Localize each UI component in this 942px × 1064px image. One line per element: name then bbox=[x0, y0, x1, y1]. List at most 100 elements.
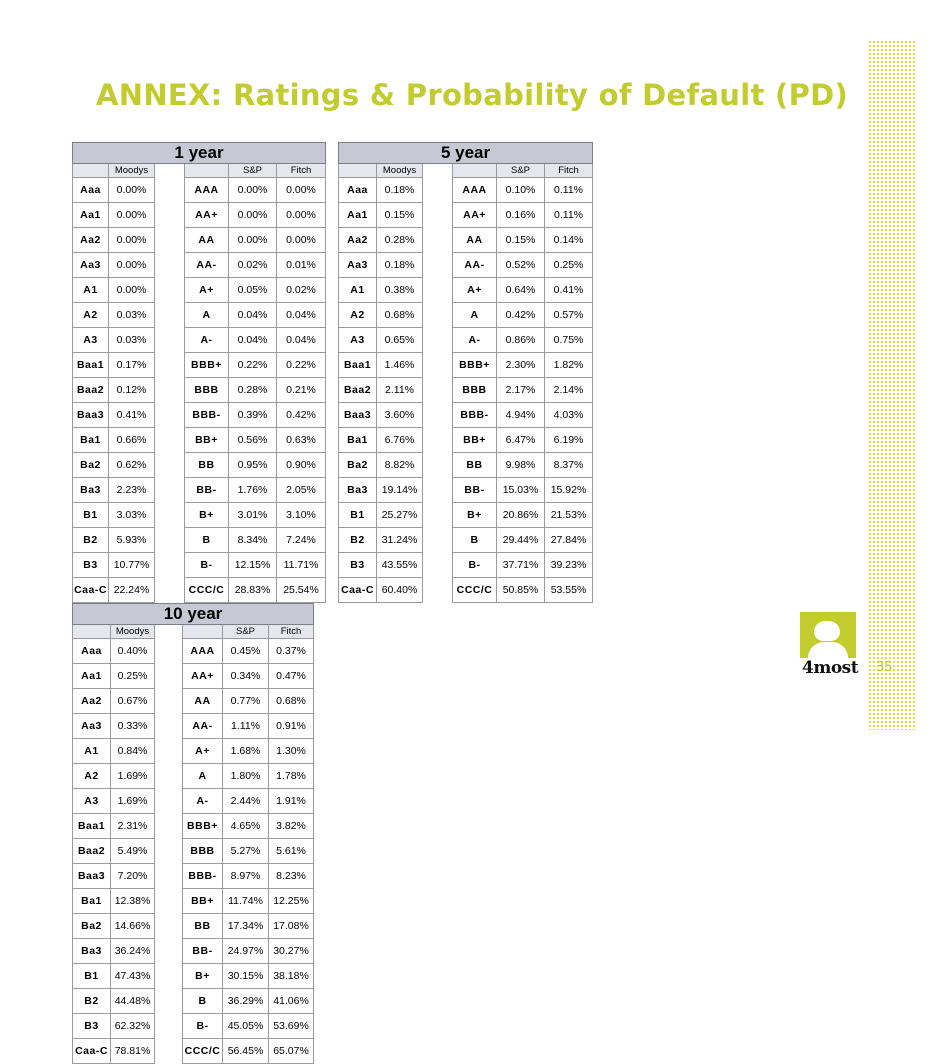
column-spacer bbox=[154, 788, 183, 814]
table-row: Baa2 2.11% BBB 2.17% 2.14% bbox=[338, 377, 594, 403]
sp-pd: 3.01% bbox=[228, 502, 277, 528]
fitch-pd: 15.92% bbox=[544, 477, 594, 503]
column-spacer bbox=[422, 302, 454, 328]
moodys-rating: Baa1 bbox=[72, 352, 109, 378]
sp-pd: 0.02% bbox=[228, 252, 277, 278]
sp-rating: B- bbox=[182, 1013, 223, 1039]
moodys-rating: B3 bbox=[338, 552, 378, 578]
fitch-pd: 0.91% bbox=[268, 713, 314, 739]
sp-rating: AAA bbox=[182, 638, 223, 664]
column-spacer bbox=[154, 638, 183, 664]
moodys-pd: 0.33% bbox=[110, 713, 155, 739]
table-row: B3 62.32% B- 45.05% 53.69% bbox=[72, 1013, 314, 1039]
moodys-pd: 22.24% bbox=[108, 577, 155, 603]
table-row: A3 1.69% A- 2.44% 1.91% bbox=[72, 788, 314, 814]
sp-rating: AA bbox=[452, 227, 498, 253]
moodys-rating: A3 bbox=[338, 327, 378, 353]
moodys-rating: Ba2 bbox=[338, 452, 378, 478]
moodys-rating: Aaa bbox=[72, 638, 111, 664]
table-row: Baa3 0.41% BBB- 0.39% 0.42% bbox=[72, 402, 327, 428]
agency-header-blank bbox=[72, 624, 111, 639]
sp-pd: 50.85% bbox=[496, 577, 546, 603]
column-spacer bbox=[422, 227, 454, 253]
column-spacer bbox=[154, 327, 185, 353]
moodys-pd: 1.69% bbox=[110, 763, 155, 789]
table-row: A2 1.69% A 1.80% 1.78% bbox=[72, 763, 314, 789]
table-row: Baa2 5.49% BBB 5.27% 5.61% bbox=[72, 838, 314, 864]
sp-pd: 11.74% bbox=[222, 888, 269, 914]
sp-rating: BB- bbox=[452, 477, 498, 503]
column-spacer bbox=[422, 177, 454, 203]
fitch-pd: 3.82% bbox=[268, 813, 314, 839]
moodys-rating: Caa-C bbox=[338, 577, 378, 603]
sp-pd: 28.83% bbox=[228, 577, 277, 603]
sp-rating: BB- bbox=[184, 477, 229, 503]
moodys-rating: Ba3 bbox=[72, 477, 109, 503]
agency-header-row: Moodys S&P Fitch bbox=[72, 624, 314, 639]
table-row: Ba2 8.82% BB 9.98% 8.37% bbox=[338, 452, 594, 478]
fitch-pd: 0.42% bbox=[275, 402, 327, 428]
column-spacer bbox=[422, 427, 454, 453]
sp-pd: 56.45% bbox=[222, 1038, 269, 1064]
moodys-pd: 1.69% bbox=[110, 788, 155, 814]
moodys-rating: Baa1 bbox=[338, 352, 378, 378]
table-row: Ba3 36.24% BB- 24.97% 30.27% bbox=[72, 938, 314, 964]
moodys-pd: 0.41% bbox=[108, 402, 155, 428]
sp-rating: BBB bbox=[182, 838, 223, 864]
fitch-pd: 0.75% bbox=[544, 327, 594, 353]
sp-pd: 0.05% bbox=[228, 277, 277, 303]
moodys-rating: Baa1 bbox=[72, 813, 111, 839]
agency-header-moodys: Moodys bbox=[376, 163, 424, 178]
table-row: A3 0.03% A- 0.04% 0.04% bbox=[72, 327, 327, 353]
horizon-header-row: 10 year bbox=[72, 603, 314, 625]
fitch-pd: 0.01% bbox=[275, 252, 327, 278]
sp-pd: 9.98% bbox=[496, 452, 546, 478]
column-spacer bbox=[154, 1013, 183, 1039]
agency-header-row: Moodys S&P Fitch bbox=[338, 163, 594, 178]
sp-rating: AA+ bbox=[182, 663, 223, 689]
fitch-pd: 0.14% bbox=[544, 227, 594, 253]
sp-pd: 20.86% bbox=[496, 502, 546, 528]
column-spacer bbox=[154, 452, 185, 478]
moodys-rating: B2 bbox=[72, 988, 111, 1014]
moodys-rating: Baa3 bbox=[72, 402, 109, 428]
sp-rating: A- bbox=[184, 327, 229, 353]
moodys-pd: 0.03% bbox=[108, 327, 155, 353]
moodys-pd: 1.46% bbox=[376, 352, 424, 378]
moodys-rating: Aa2 bbox=[72, 688, 111, 714]
moodys-rating: Ba1 bbox=[72, 427, 109, 453]
fitch-pd: 6.19% bbox=[544, 427, 594, 453]
sp-rating: B+ bbox=[452, 502, 498, 528]
column-spacer bbox=[422, 552, 454, 578]
moodys-pd: 0.18% bbox=[376, 177, 424, 203]
moodys-pd: 0.03% bbox=[108, 302, 155, 328]
table-row: Baa2 0.12% BBB 0.28% 0.21% bbox=[72, 377, 327, 403]
table-row: Ba1 12.38% BB+ 11.74% 12.25% bbox=[72, 888, 314, 914]
column-spacer bbox=[422, 402, 454, 428]
table-row: Ba3 19.14% BB- 15.03% 15.92% bbox=[338, 477, 594, 503]
fitch-pd: 30.27% bbox=[268, 938, 314, 964]
agency-header-sp: S&P bbox=[222, 624, 269, 639]
table-row: B1 3.03% B+ 3.01% 3.10% bbox=[72, 502, 327, 528]
moodys-pd: 2.31% bbox=[110, 813, 155, 839]
moodys-pd: 6.76% bbox=[376, 427, 424, 453]
agency-header-fitch: Fitch bbox=[268, 624, 314, 639]
moodys-pd: 2.23% bbox=[108, 477, 155, 503]
sp-rating: B+ bbox=[184, 502, 229, 528]
sp-pd: 4.65% bbox=[222, 813, 269, 839]
sp-pd: 29.44% bbox=[496, 527, 546, 553]
table-row: Aa3 0.33% AA- 1.11% 0.91% bbox=[72, 713, 314, 739]
sp-rating: A+ bbox=[184, 277, 229, 303]
moodys-rating: Aa1 bbox=[72, 663, 111, 689]
moodys-rating: Aaa bbox=[338, 177, 378, 203]
table-row: B1 47.43% B+ 30.15% 38.18% bbox=[72, 963, 314, 989]
fitch-pd: 0.25% bbox=[544, 252, 594, 278]
fitch-pd: 0.00% bbox=[275, 177, 327, 203]
column-spacer bbox=[422, 277, 454, 303]
sp-rating: A bbox=[182, 763, 223, 789]
column-spacer bbox=[154, 713, 183, 739]
table-row: Aa1 0.15% AA+ 0.16% 0.11% bbox=[338, 202, 594, 228]
sp-rating: BBB+ bbox=[182, 813, 223, 839]
fitch-pd: 1.78% bbox=[268, 763, 314, 789]
column-spacer bbox=[154, 863, 183, 889]
